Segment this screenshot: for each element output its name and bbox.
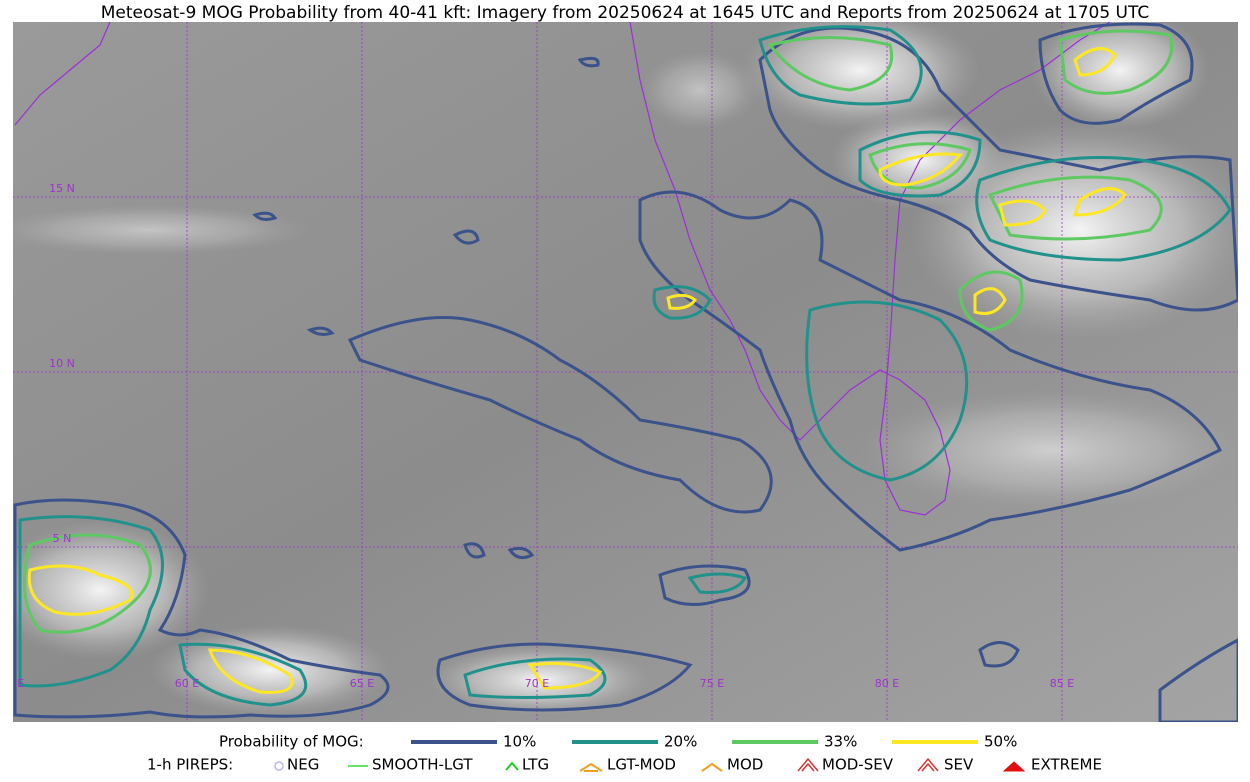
- pirep-icon: [1002, 761, 1026, 772]
- legend-entry: NEG: [287, 756, 319, 774]
- coastline: [14, 22, 1111, 516]
- map: 55 E 60 E 65 E 70 E 75 E 80 E 85 E 15 N 10 N 5 N: [0, 22, 1238, 722]
- lon-label: 80 E: [875, 677, 899, 690]
- lon-label: 60 E: [175, 677, 199, 690]
- legend: Probability of MOG: 1-h PIREPS: 10% 20% 33…: [147, 733, 1102, 774]
- legend-entry: MOD: [727, 756, 763, 774]
- pirep-icon: [917, 757, 939, 772]
- legend-entry: MOD-SEV: [822, 756, 894, 774]
- graticule-labels: 55 E 60 E 65 E 70 E 75 E 80 E 85 E 15 N 10 N 5 N: [0, 182, 1074, 690]
- legend-entry: 50%: [984, 733, 1017, 751]
- legend-entry: SEV: [944, 756, 974, 774]
- legend-entry: EXTREME: [1031, 756, 1102, 774]
- lon-label: 65 E: [350, 677, 374, 690]
- legend-probability-label: Probability of MOG:: [219, 733, 364, 751]
- lon-label: 55 E: [0, 677, 24, 690]
- legend-entry: SMOOTH-LGT: [372, 756, 473, 774]
- lat-label: 10 N: [49, 357, 75, 370]
- legend-entry: 33%: [824, 733, 857, 751]
- legend-entry: LTG: [522, 756, 549, 774]
- lon-label: 75 E: [700, 677, 724, 690]
- lat-label: 5 N: [53, 532, 72, 545]
- lon-label: 85 E: [1050, 677, 1074, 690]
- legend-entry: LGT-MOD: [607, 756, 676, 774]
- pirep-icon: [797, 757, 819, 772]
- pirep-icon: [701, 762, 723, 772]
- pirep-icon: [579, 762, 603, 772]
- lat-label: 15 N: [49, 182, 75, 195]
- pirep-icon: [505, 761, 519, 771]
- legend-pireps-label: 1-h PIREPS:: [147, 756, 233, 774]
- legend-entry: 10%: [503, 733, 536, 751]
- pirep-icon: [274, 761, 284, 771]
- legend-entry: 20%: [664, 733, 697, 751]
- title: Meteosat-9 MOG Probability from 40-41 kf…: [101, 3, 1150, 23]
- lon-label: 70 E: [525, 677, 549, 690]
- contours: [13, 22, 1238, 722]
